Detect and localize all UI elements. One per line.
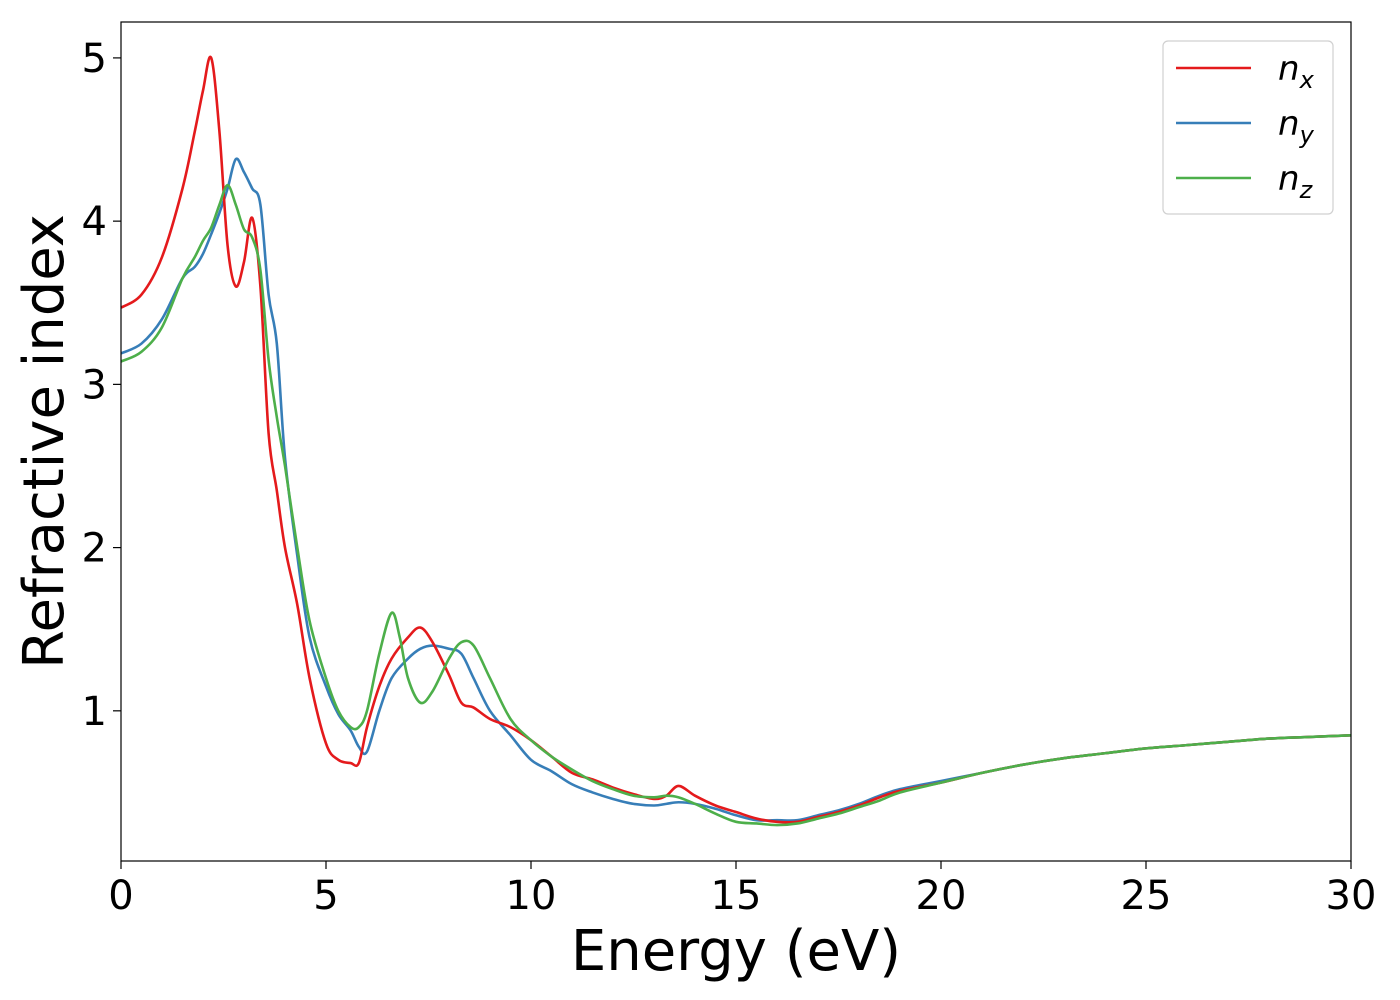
y-axis-label: Refractive index xyxy=(12,214,77,669)
x-axis-ticks: 0 5 10 15 20 25 30 xyxy=(108,861,1376,919)
x-tick-label: 20 xyxy=(916,873,967,919)
y-tick-label: 3 xyxy=(82,362,107,408)
series-line-ny xyxy=(120,157,1352,822)
legend-label-subscript: x xyxy=(1299,66,1315,94)
legend-label-subscript: y xyxy=(1299,121,1315,149)
y-axis-ticks: 1 2 3 4 5 xyxy=(82,36,121,735)
y-tick-label: 4 xyxy=(82,199,107,245)
x-tick-label: 30 xyxy=(1326,873,1377,919)
x-tick-label: 15 xyxy=(711,873,762,919)
x-tick-label: 0 xyxy=(108,873,133,919)
x-tick-label: 5 xyxy=(313,873,338,919)
x-tick-label: 10 xyxy=(506,873,557,919)
x-axis-label: Energy (eV) xyxy=(571,919,901,984)
legend-label: ny xyxy=(1278,104,1315,149)
y-tick-label: 5 xyxy=(82,36,107,82)
legend-label: nx xyxy=(1278,49,1315,94)
legend-box xyxy=(1162,40,1334,215)
plot-frame xyxy=(120,21,1352,862)
legend-label-subscript: z xyxy=(1299,176,1314,204)
series-layer xyxy=(120,55,1352,827)
y-tick-label: 1 xyxy=(82,689,107,735)
x-tick-label: 25 xyxy=(1121,873,1172,919)
series-line-nz xyxy=(120,183,1352,827)
y-tick-label: 2 xyxy=(82,526,107,572)
